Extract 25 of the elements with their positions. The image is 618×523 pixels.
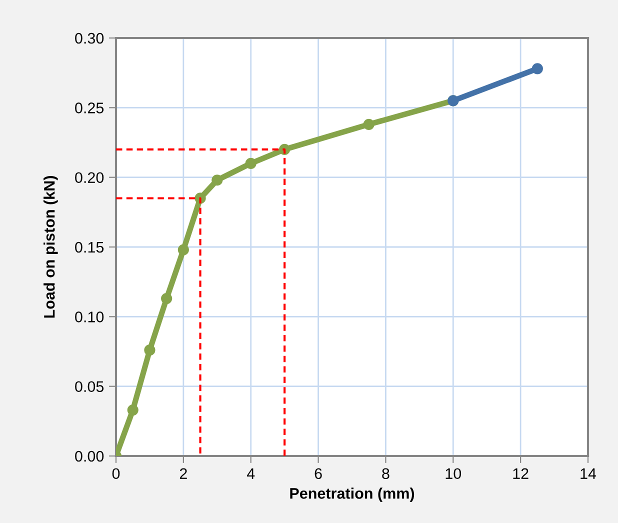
x-tick-label: 4 <box>246 468 255 479</box>
point <box>245 158 256 169</box>
y-tick-label: 0.20 <box>75 172 104 184</box>
y-tick-label: 0.10 <box>75 312 104 322</box>
x-tick-label: 12 <box>513 468 528 479</box>
y-tick-label: 0.05 <box>75 381 104 392</box>
x-tick-label: 14 <box>580 468 596 479</box>
x-tick-label: 8 <box>382 468 390 480</box>
point <box>212 174 223 186</box>
x-tick-label: 6 <box>314 468 322 480</box>
y-tick-label: 0.15 <box>75 242 104 253</box>
point <box>144 344 156 356</box>
point <box>178 244 189 256</box>
y-axis-title: Load on piston (kN) <box>44 176 58 318</box>
x-tick-label: 0 <box>112 468 120 480</box>
x-tick-label: 10 <box>446 468 462 480</box>
y-tick-label: 0.30 <box>75 32 104 44</box>
y-tick-label: 0.00 <box>75 450 104 462</box>
point <box>363 118 374 130</box>
y-tick-label: 0.25 <box>75 102 104 114</box>
point <box>532 63 543 74</box>
point <box>127 404 138 416</box>
x-tick-label: 2 <box>180 468 187 479</box>
x-axis-title: Penetration (mm) <box>290 488 414 502</box>
point <box>161 292 172 304</box>
